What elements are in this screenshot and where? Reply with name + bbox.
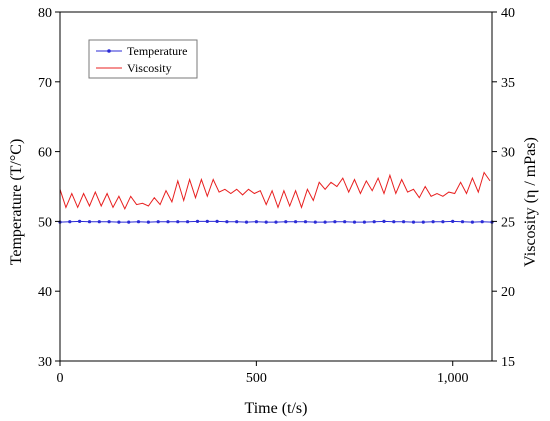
data-point-temperature — [411, 220, 416, 224]
axes: 0 500 1,000 30 40 50 60 70 80 15 20 25 30 35 40 — [38, 6, 515, 386]
data-point-temperature — [127, 220, 131, 224]
y-left-tick-label: 60 — [38, 146, 52, 161]
data-point-temperature — [146, 220, 150, 224]
y-right-tick-label: 30 — [501, 146, 515, 161]
data-point-temperature — [451, 219, 455, 223]
x-tick-label: 0 — [57, 371, 64, 386]
data-point-temperature — [333, 220, 337, 224]
data-point-temperature — [176, 220, 180, 224]
data-point-temperature — [205, 219, 209, 223]
data-point-temperature — [117, 220, 121, 224]
x-tick-label: 500 — [246, 371, 267, 386]
data-point-temperature — [215, 219, 219, 223]
data-point-temperature — [421, 220, 425, 224]
data-point-temperature — [441, 220, 445, 224]
data-point-temperature — [294, 220, 298, 224]
data-point-temperature — [136, 220, 141, 224]
legend-temperature-marker — [107, 49, 111, 53]
legend-temperature-label: Temperature — [127, 44, 187, 58]
data-point-temperature — [68, 220, 72, 224]
y-right-tick-label: 40 — [501, 6, 515, 21]
data-point-temperature — [480, 220, 484, 224]
data-point-temperature — [254, 220, 258, 224]
data-point-temperature — [352, 220, 357, 224]
y-right-tick-label: 25 — [501, 215, 515, 230]
data-point-temperature — [284, 220, 288, 224]
x-tick-label: 1,000 — [437, 371, 469, 386]
y-left-tick-label: 30 — [38, 355, 52, 370]
data-point-temperature — [313, 220, 317, 224]
plot-area — [58, 171, 494, 224]
legend-viscosity-label: Viscosity — [127, 61, 172, 75]
y-right-tick-label: 20 — [501, 285, 515, 300]
y-right-tick-label: 15 — [501, 355, 515, 370]
data-point-temperature — [274, 220, 278, 224]
plot-frame — [59, 11, 493, 362]
data-point-temperature — [470, 220, 474, 224]
legend: Temperature Viscosity — [88, 39, 198, 79]
data-point-temperature — [372, 220, 376, 224]
data-point-temperature — [235, 220, 239, 224]
data-point-temperature — [303, 220, 308, 224]
y-left-tick-label: 70 — [38, 76, 52, 91]
y-left-tick-label: 80 — [38, 6, 52, 21]
series-line-viscosity — [59, 171, 491, 210]
data-point-temperature — [225, 220, 229, 224]
legend-box — [88, 39, 198, 79]
y-axis-left-title: Temperature (T/°C) — [8, 139, 25, 266]
data-point-temperature — [431, 220, 435, 224]
data-point-temperature — [402, 220, 406, 224]
data-point-temperature — [166, 220, 170, 224]
y-right-tick-label: 35 — [501, 76, 515, 91]
y-left-tick-label: 40 — [38, 285, 52, 300]
data-point-temperature — [382, 219, 386, 223]
data-point-temperature — [343, 220, 347, 224]
data-point-temperature — [107, 220, 111, 224]
y-axis-right-title: Viscosity (η / mPas) — [522, 137, 539, 267]
data-point-temperature — [264, 220, 268, 224]
data-point-temperature — [323, 220, 327, 224]
data-point-temperature — [460, 220, 465, 224]
data-point-temperature — [78, 219, 82, 223]
data-point-temperature — [392, 220, 396, 224]
data-point-temperature — [362, 220, 366, 224]
data-point-temperature — [87, 220, 92, 224]
data-point-temperature — [186, 220, 190, 224]
data-point-temperature — [244, 220, 249, 224]
data-point-temperature — [156, 220, 160, 224]
data-point-temperature — [97, 220, 101, 224]
x-axis-title: Time (t/s) — [245, 400, 308, 417]
y-left-tick-label: 50 — [38, 215, 52, 230]
data-point-temperature — [195, 219, 200, 223]
